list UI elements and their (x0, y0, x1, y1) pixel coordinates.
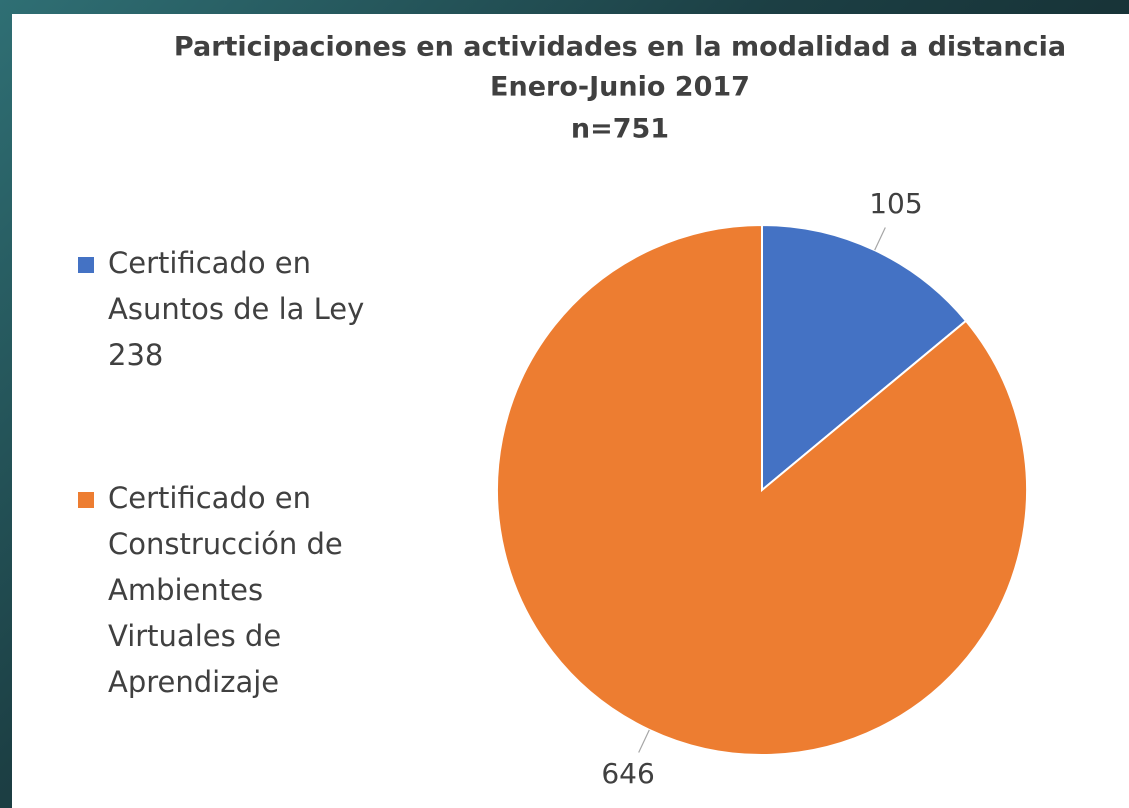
legend-swatch (78, 492, 94, 508)
legend-item: Certificado en Construcción de Ambientes… (78, 475, 378, 705)
pie-slice (761, 223, 968, 493)
legend-label: Certificado en Asuntos de la Ley 238 (108, 246, 365, 372)
chart-subtitle: Enero-Junio 2017 (490, 72, 750, 103)
data-label: 105 (869, 187, 922, 220)
chart-title: Participaciones en actividades en la mod… (174, 32, 1066, 63)
data-label: 646 (601, 757, 654, 790)
legend-label: Certificado en Construcción de Ambientes… (108, 481, 343, 699)
leader-line (874, 227, 886, 251)
legend-item: Certificado en Asuntos de la Ley 238 (78, 240, 378, 378)
legend-swatch (78, 257, 94, 273)
chart-annotation: n=751 (571, 114, 669, 145)
leader-line (638, 729, 650, 753)
